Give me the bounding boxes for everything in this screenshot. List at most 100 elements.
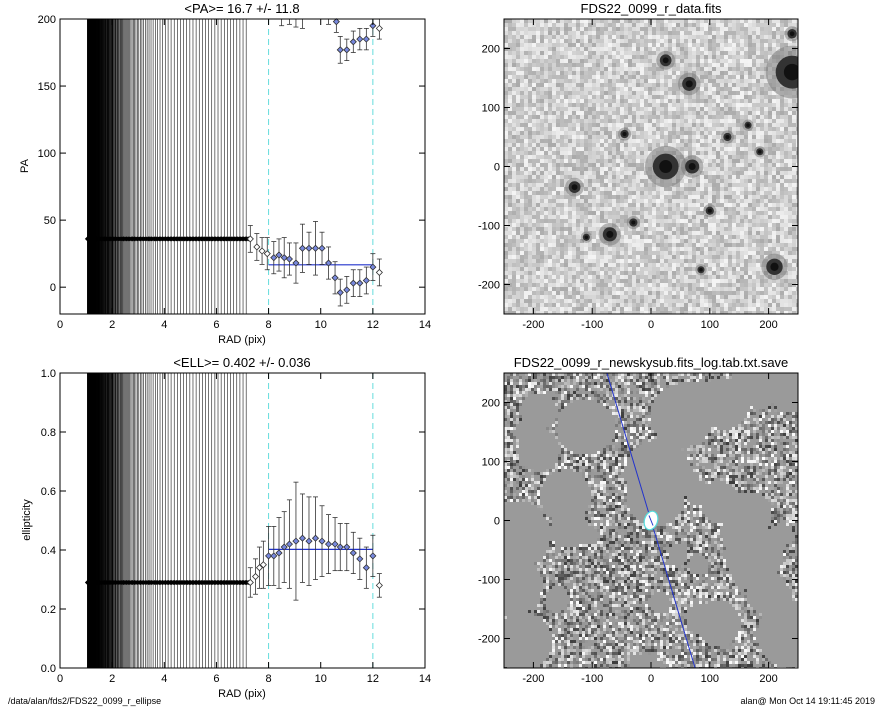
noise-pixel (620, 91, 624, 95)
noise-pixel (624, 79, 628, 83)
noise-pixel (716, 95, 720, 99)
noise-pixel (544, 175, 548, 179)
noise-pixel (684, 223, 688, 227)
noise-pixel (752, 175, 756, 179)
noise-pixel (696, 219, 700, 223)
noise-pixel (632, 67, 636, 71)
noise-pixel (748, 227, 752, 231)
noise-pixel (712, 111, 716, 115)
noise-pixel (624, 203, 628, 207)
noise-pixel (584, 43, 588, 47)
noise-pixel (664, 99, 668, 103)
noise-pixel (624, 75, 628, 79)
noise-pixel (624, 143, 628, 147)
noise-pixel (672, 19, 676, 23)
noise-pixel (684, 155, 688, 159)
noise-pixel (676, 79, 680, 83)
data-point (349, 38, 357, 46)
noise-pixel (732, 163, 736, 167)
noise-pixel (712, 223, 716, 227)
noise-pixel (608, 203, 612, 207)
noise-pixel (780, 107, 784, 111)
noise-pixel (708, 55, 712, 59)
noise-pixel (764, 51, 768, 55)
noise-pixel (752, 203, 756, 207)
noise-pixel (520, 219, 524, 223)
noise-pixel (684, 47, 688, 51)
noise-pixel (656, 119, 660, 123)
noise-pixel (572, 207, 576, 211)
noise-pixel (692, 27, 696, 31)
noise-pixel (620, 183, 624, 187)
noise-pixel (796, 119, 798, 123)
noise-pixel (748, 83, 752, 87)
data-point (253, 243, 261, 251)
noise-pixel (772, 135, 776, 139)
noise-pixel (668, 115, 672, 119)
noise-pixel (764, 95, 768, 99)
noise-pixel (788, 131, 792, 135)
noise-pixel (748, 219, 752, 223)
noise-pixel (580, 203, 584, 207)
noise-pixel (616, 147, 620, 151)
noise-pixel (780, 31, 784, 35)
noise-pixel (648, 223, 652, 227)
noise-pixel (664, 71, 668, 75)
noise-pixel (564, 143, 568, 147)
noise-pixel (532, 143, 536, 147)
noise-pixel (504, 199, 508, 203)
noise-pixel (772, 231, 776, 235)
noise-pixel (732, 223, 736, 227)
noise-pixel (692, 43, 696, 47)
noise-pixel (624, 123, 628, 127)
noise-pixel (660, 83, 664, 87)
noise-pixel (792, 131, 796, 135)
noise-pixel (728, 63, 732, 67)
noise-pixel (560, 183, 564, 187)
noise-pixel (504, 159, 508, 163)
noise-pixel (520, 215, 524, 219)
noise-pixel (588, 131, 592, 135)
noise-pixel (636, 159, 640, 163)
noise-pixel (540, 187, 544, 191)
noise-pixel (740, 215, 744, 219)
noise-pixel (756, 123, 760, 127)
noise-pixel (556, 219, 560, 223)
noise-pixel (564, 71, 568, 75)
noise-pixel (636, 235, 640, 239)
noise-pixel (676, 111, 680, 115)
noise-pixel (676, 103, 680, 107)
noise-pixel (620, 71, 624, 75)
noise-pixel (724, 59, 728, 63)
noise-pixel (704, 35, 708, 39)
noise-pixel (752, 75, 756, 79)
noise-pixel (628, 95, 632, 99)
noise-pixel (736, 223, 740, 227)
noise-pixel (640, 75, 644, 79)
noise-pixel (756, 163, 760, 167)
noise-pixel (576, 83, 580, 87)
noise-pixel (752, 159, 756, 163)
noise-pixel (524, 167, 528, 171)
noise-pixel (740, 147, 744, 151)
noise-pixel (688, 115, 692, 119)
noise-pixel (620, 59, 624, 63)
noise-pixel (604, 107, 608, 111)
noise-pixel (512, 103, 516, 107)
noise-pixel (636, 199, 640, 203)
noise-pixel (560, 39, 564, 43)
noise-pixel (680, 179, 684, 183)
noise-pixel (576, 131, 580, 135)
noise-pixel (544, 191, 548, 195)
noise-pixel (696, 115, 700, 119)
noise-pixel (700, 59, 704, 63)
noise-pixel (732, 231, 736, 235)
noise-pixel (520, 67, 524, 71)
noise-pixel (552, 167, 556, 171)
noise-pixel (536, 155, 540, 159)
noise-pixel (540, 39, 544, 43)
noise-pixel (548, 123, 552, 127)
noise-pixel (676, 19, 680, 23)
noise-pixel (684, 215, 688, 219)
noise-pixel (568, 171, 572, 175)
